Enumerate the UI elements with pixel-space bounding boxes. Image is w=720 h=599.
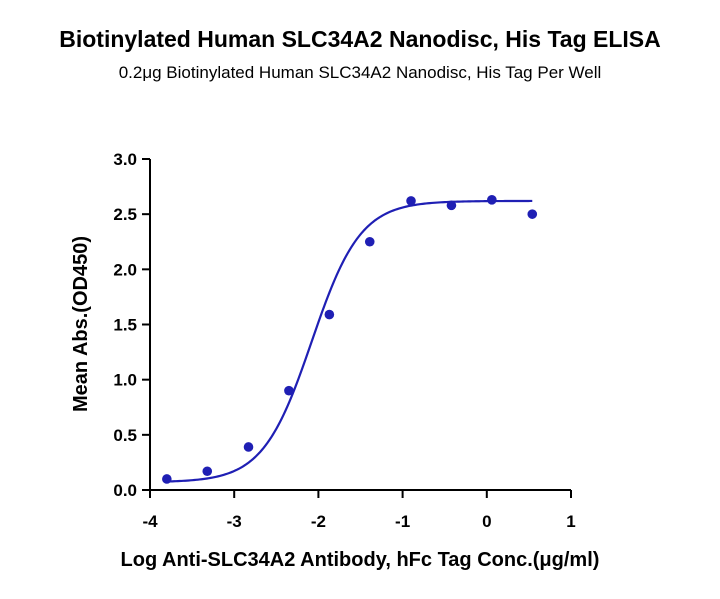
y-tick-label: 2.5: [113, 205, 137, 224]
y-tick-label: 2.0: [113, 260, 137, 279]
x-tick-label: -1: [395, 512, 410, 531]
x-tick-label: -3: [227, 512, 242, 531]
data-point: [162, 474, 172, 484]
x-tick-label: 1: [566, 512, 575, 531]
data-point: [324, 309, 335, 320]
data-point: [202, 466, 213, 477]
chart-subtitle: 0.2μg Biotinylated Human SLC34A2 Nanodis…: [118, 63, 602, 82]
y-tick-label: 1.0: [113, 371, 137, 390]
data-points: [162, 195, 538, 484]
y-tick-label: 0.5: [113, 426, 137, 445]
data-point: [446, 200, 457, 211]
fit-curve: [166, 199, 533, 483]
x-tick-label: 0: [482, 512, 491, 531]
axes: 0.0 0.5 1.0 1.5 2.0 2.5 3.0 -4 -3 -2 -1 0 1: [113, 150, 575, 531]
data-point: [406, 196, 416, 206]
data-point: [364, 236, 375, 247]
y-axis-label: Mean Abs.(OD450): [70, 236, 92, 412]
data-point: [243, 442, 254, 452]
x-tick-label: -2: [311, 512, 326, 531]
data-point: [487, 195, 497, 205]
data-point: [527, 209, 538, 219]
data-point: [284, 385, 294, 396]
x-axis-label: Log Anti-SLC34A2 Antibody, hFc Tag Conc.…: [121, 549, 600, 571]
y-tick-label: 1.5: [113, 316, 137, 335]
x-tick-label: -4: [142, 512, 158, 531]
chart-title: Biotinylated Human SLC34A2 Nanodisc, His…: [59, 26, 661, 52]
y-tick-label: 0.0: [113, 481, 137, 500]
y-tick-label: 3.0: [113, 150, 137, 169]
